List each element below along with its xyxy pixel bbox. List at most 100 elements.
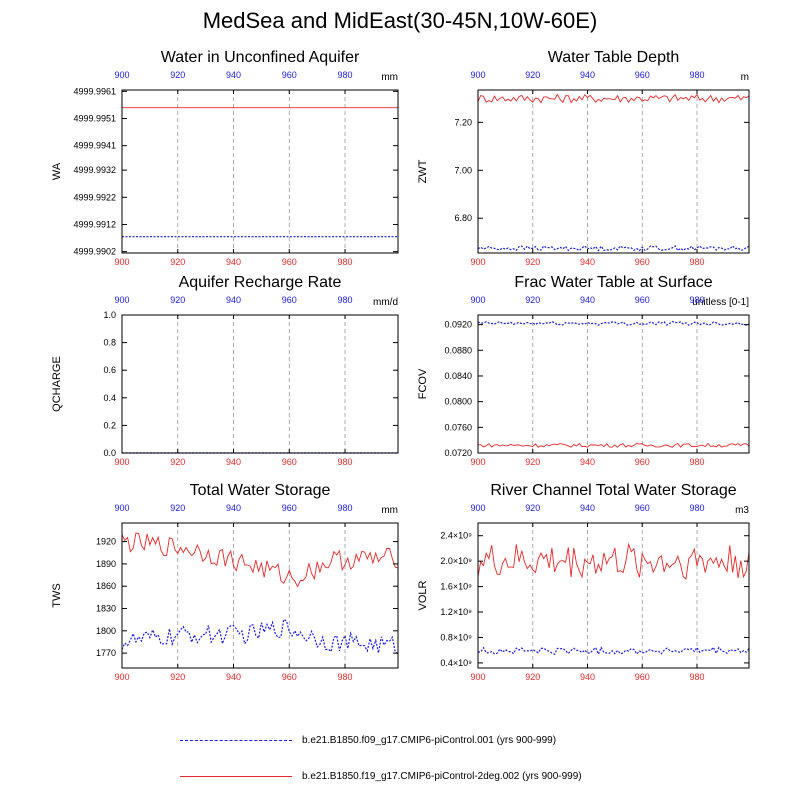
y-tick-label: 4999.9932 bbox=[73, 165, 116, 175]
x-tick-label-top: 960 bbox=[282, 70, 297, 80]
x-tick-label-bottom: 960 bbox=[635, 457, 650, 467]
panel-title: Water in Unconfined Aquifer bbox=[161, 49, 360, 66]
y-tick-label: 1800 bbox=[96, 626, 116, 636]
series-line-blue bbox=[477, 646, 750, 656]
x-tick-label-bottom: 980 bbox=[689, 257, 704, 267]
y-tick-label: 0.0720 bbox=[444, 448, 472, 458]
panel-title: Water Table Depth bbox=[548, 49, 680, 66]
series-line-red bbox=[121, 532, 399, 588]
y-tick-label: 0.0 bbox=[103, 448, 116, 458]
plot-frame bbox=[477, 522, 750, 669]
x-tick-label-top: 940 bbox=[580, 295, 595, 305]
y-tick-label: 1.2×10⁹ bbox=[440, 607, 472, 617]
panel-title: River Channel Total Water Storage bbox=[490, 482, 736, 499]
x-tick-label-bottom: 900 bbox=[470, 672, 485, 682]
x-tick-label-top: 920 bbox=[170, 503, 185, 513]
x-tick-label-bottom: 980 bbox=[689, 457, 704, 467]
x-tick-label-top: 960 bbox=[282, 295, 297, 305]
series-line-red bbox=[477, 442, 750, 448]
y-axis-label: ZWT bbox=[417, 159, 429, 183]
x-tick-label-top: 920 bbox=[525, 295, 540, 305]
plot-frame bbox=[121, 314, 399, 454]
y-axis-label: FCOV bbox=[417, 368, 429, 399]
x-tick-label-top: 960 bbox=[635, 70, 650, 80]
units-label: unitless [0-1] bbox=[692, 297, 749, 308]
plot-frame bbox=[121, 522, 399, 669]
x-tick-label-top: 900 bbox=[470, 503, 485, 513]
series-line-blue bbox=[121, 618, 399, 655]
y-tick-label: 4999.9951 bbox=[73, 114, 116, 124]
x-tick-label-bottom: 920 bbox=[525, 457, 540, 467]
units-label: mm/d bbox=[373, 297, 398, 308]
y-tick-label: 1890 bbox=[96, 559, 116, 569]
y-tick-label: 7.00 bbox=[454, 165, 472, 175]
y-axis-label: VOLR bbox=[417, 580, 429, 610]
x-tick-label-top: 980 bbox=[338, 295, 353, 305]
y-tick-label: 0.6 bbox=[103, 365, 116, 375]
x-tick-label-bottom: 960 bbox=[282, 257, 297, 267]
y-tick-label: 4999.9922 bbox=[73, 192, 116, 202]
y-tick-label: 4999.9912 bbox=[73, 219, 116, 229]
y-tick-label: 2.0×10⁹ bbox=[440, 556, 472, 566]
y-tick-label: 4999.9941 bbox=[73, 141, 116, 151]
y-tick-label: 0.8×10⁹ bbox=[440, 632, 472, 642]
series-line-red bbox=[477, 542, 750, 580]
x-tick-label-top: 920 bbox=[525, 70, 540, 80]
panel-title: Total Water Storage bbox=[190, 482, 331, 499]
x-tick-label-bottom: 940 bbox=[580, 257, 595, 267]
series-line-blue bbox=[477, 320, 750, 326]
panel-title: Aquifer Recharge Rate bbox=[179, 274, 342, 291]
y-tick-label: 1920 bbox=[96, 537, 116, 547]
y-tick-label: 1770 bbox=[96, 648, 116, 658]
x-tick-label-top: 920 bbox=[525, 503, 540, 513]
x-tick-label-bottom: 940 bbox=[580, 672, 595, 682]
y-tick-label: 0.0880 bbox=[444, 345, 472, 355]
y-tick-label: 1830 bbox=[96, 604, 116, 614]
x-tick-label-top: 980 bbox=[338, 70, 353, 80]
y-tick-label: 0.4×10⁹ bbox=[440, 658, 472, 668]
units-label: mm bbox=[381, 505, 398, 516]
panel-title: Frac Water Table at Surface bbox=[514, 274, 712, 291]
x-tick-label-bottom: 960 bbox=[282, 457, 297, 467]
x-tick-label-top: 920 bbox=[170, 295, 185, 305]
plot-frame bbox=[121, 89, 399, 254]
y-tick-label: 0.4 bbox=[103, 393, 116, 403]
y-tick-label: 4999.9961 bbox=[73, 86, 116, 96]
x-tick-label-bottom: 940 bbox=[226, 257, 241, 267]
x-tick-label-top: 960 bbox=[282, 503, 297, 513]
x-tick-label-bottom: 960 bbox=[635, 257, 650, 267]
x-tick-label-top: 940 bbox=[226, 70, 241, 80]
x-tick-label-bottom: 920 bbox=[170, 672, 185, 682]
y-axis-label: WA bbox=[51, 162, 63, 180]
y-tick-label: 0.0920 bbox=[444, 320, 472, 330]
x-tick-label-top: 900 bbox=[114, 503, 129, 513]
units-label: mm bbox=[381, 72, 398, 83]
series-line-blue bbox=[477, 245, 750, 252]
y-tick-label: 1860 bbox=[96, 581, 116, 591]
x-tick-label-bottom: 960 bbox=[282, 672, 297, 682]
legend-item-2: b.e21.B1850.f19_g17.CMIP6-piControl-2deg… bbox=[180, 771, 582, 782]
x-tick-label-top: 940 bbox=[226, 503, 241, 513]
y-axis-label: QCHARGE bbox=[51, 356, 63, 412]
y-tick-label: 2.4×10⁹ bbox=[440, 531, 472, 541]
y-axis-label: TWS bbox=[51, 583, 63, 607]
legend-swatch-dashed bbox=[180, 740, 292, 741]
x-tick-label-bottom: 980 bbox=[689, 672, 704, 682]
series-line-red bbox=[477, 93, 750, 104]
x-tick-label-top: 900 bbox=[470, 70, 485, 80]
units-label: m bbox=[741, 72, 749, 83]
legend-item-1: b.e21.B1850.f09_g17.CMIP6-piControl.001 … bbox=[180, 735, 556, 746]
x-tick-label-top: 940 bbox=[580, 70, 595, 80]
x-tick-label-bottom: 920 bbox=[170, 257, 185, 267]
plot-frame bbox=[477, 314, 750, 454]
y-tick-label: 0.2 bbox=[103, 420, 116, 430]
x-tick-label-bottom: 920 bbox=[525, 672, 540, 682]
x-tick-label-bottom: 940 bbox=[580, 457, 595, 467]
x-tick-label-bottom: 980 bbox=[338, 457, 353, 467]
x-tick-label-bottom: 900 bbox=[114, 457, 129, 467]
y-tick-label: 0.0840 bbox=[444, 371, 472, 381]
y-tick-label: 1.0 bbox=[103, 310, 116, 320]
x-tick-label-top: 980 bbox=[689, 70, 704, 80]
x-tick-label-bottom: 980 bbox=[338, 257, 353, 267]
